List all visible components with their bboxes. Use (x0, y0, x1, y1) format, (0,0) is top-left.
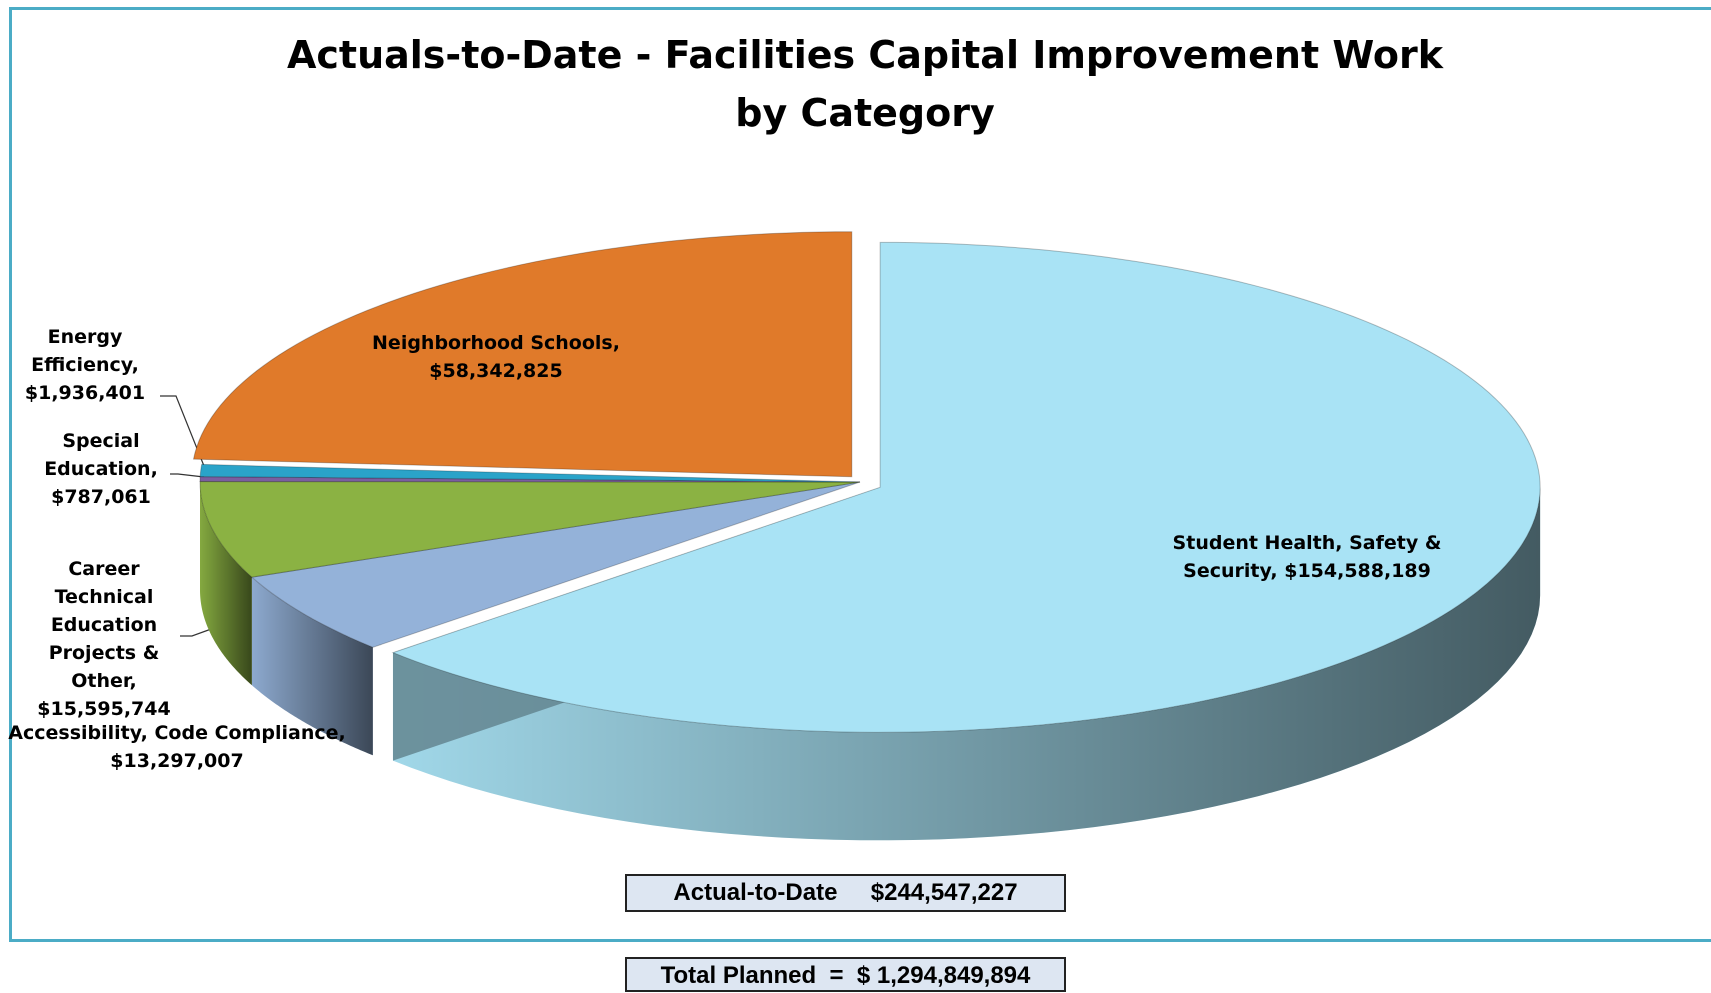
chart-frame (9, 7, 1711, 942)
slice-side-shade (200, 482, 252, 686)
slice-side-shade (251, 577, 373, 756)
leader-line (180, 627, 215, 637)
data-label: Energy Efficiency, $1,936,401 (10, 323, 160, 407)
leader-line (170, 473, 205, 478)
actual-box: Actual-to-Date $244,547,227 (625, 874, 1066, 912)
total-label: Total Planned = $ 1,294,849,894 (660, 962, 1031, 989)
slice-side-shade (392, 487, 1541, 841)
data-label: Student Health, Safety & Security, $154,… (1137, 529, 1477, 585)
chart-title: Actuals-to-Date - Facilities Capital Imp… (286, 33, 1444, 135)
category-label: Student Health, Safety & Security, (1172, 532, 1442, 582)
data-label: Career Technical Education Projects & Ot… (29, 555, 179, 723)
slice (199, 463, 861, 483)
data-label: Accessibility, Code Compliance, $13,297,… (7, 719, 347, 775)
category-label: Career Technical Education Projects & Ot… (48, 558, 160, 692)
slice (391, 241, 1541, 733)
value-label: $58,342,825 (429, 360, 563, 382)
value-label: $154,588,189 (1284, 560, 1431, 582)
value-label: $15,595,744 (37, 698, 171, 720)
actual-label: Actual-to-Date (673, 879, 838, 906)
actual-value: $244,547,227 (870, 879, 1018, 906)
value-label: $13,297,007 (110, 750, 244, 772)
leader-line (160, 395, 205, 467)
category-label: Energy Efficiency, (31, 326, 139, 376)
data-label: Neighborhood Schools, $58,342,825 (316, 329, 676, 385)
slice (250, 481, 861, 648)
category-label: Special Education, (44, 430, 158, 480)
value-label: $1,936,401 (24, 382, 146, 404)
value-label: $787,061 (51, 486, 151, 508)
category-label: Neighborhood Schools, (372, 332, 620, 354)
slice (199, 481, 861, 578)
slice (192, 231, 853, 478)
data-label: Special Education, $787,061 (26, 427, 176, 511)
category-label: Accessibility, Code Compliance, (8, 722, 346, 744)
slice (199, 476, 861, 483)
total-box: Total Planned = $ 1,294,849,894 (625, 957, 1066, 992)
